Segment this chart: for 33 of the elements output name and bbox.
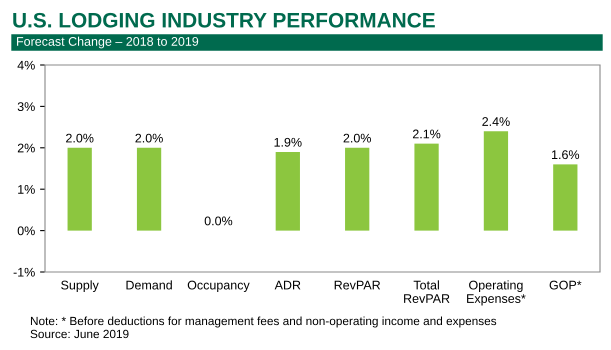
bar — [345, 148, 370, 231]
bar — [553, 164, 578, 231]
x-tick-label: Supply — [61, 280, 99, 292]
source-note: Source: June 2019 — [30, 330, 129, 338]
data-label: 2.0% — [344, 134, 371, 143]
x-tick-label: ADR — [274, 280, 300, 290]
bar — [68, 148, 92, 231]
data-label: 1.6% — [552, 150, 580, 160]
y-tick-label: 1% — [18, 185, 35, 194]
y-tick-label: 0% — [18, 226, 35, 236]
data-label: 2.1% — [412, 130, 440, 138]
x-tick-label: Total RevPAR — [404, 280, 450, 303]
x-tick-label: RevPAR — [334, 280, 380, 290]
bar — [136, 148, 162, 231]
y-tick-label: 2% — [18, 144, 35, 152]
y-tick-label: 3% — [18, 102, 35, 112]
chart-subtitle: Forecast Change – 2018 to 2019 — [17, 36, 198, 48]
x-tick-label: Occupancy — [188, 280, 250, 292]
data-label: 2.0% — [66, 134, 94, 143]
x-tick-label: GOP* — [550, 280, 582, 290]
x-tick-label: Operating Expenses* — [467, 280, 526, 306]
data-label: 2.4% — [482, 117, 510, 126]
data-label: 1.9% — [274, 138, 302, 147]
x-tick-label: Demand — [126, 280, 172, 290]
data-label: 2.0% — [135, 134, 163, 143]
data-label: 0.0% — [204, 216, 232, 226]
chart-title: U.S. LODGING INDUSTRY PERFORMANCE — [13, 12, 435, 28]
bar — [484, 131, 508, 231]
text: Note: * Before deductions for management fees and non-operating income and expenses — [30, 316, 496, 328]
bar — [276, 152, 300, 231]
y-tick-label: -1% — [14, 268, 35, 277]
bar — [414, 144, 439, 231]
y-tick-label: 4% — [18, 60, 35, 70]
